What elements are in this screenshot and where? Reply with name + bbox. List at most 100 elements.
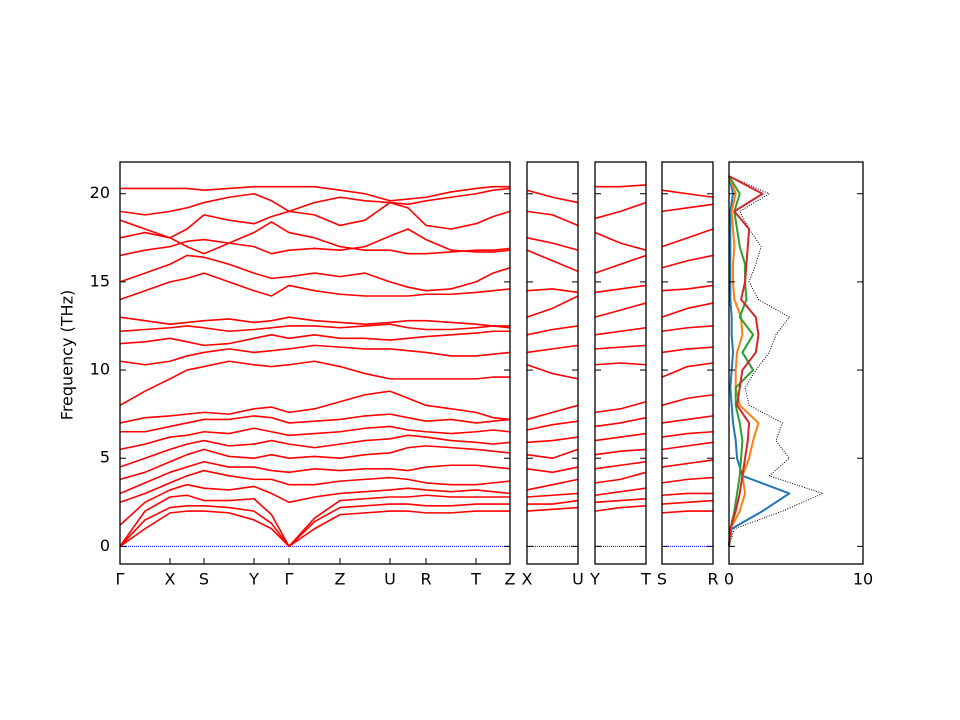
plot-frame	[728, 161, 864, 565]
x-tick-label: R	[420, 570, 431, 589]
band-line	[594, 497, 647, 504]
dos-line	[728, 175, 764, 547]
band-line	[594, 416, 647, 428]
band-line	[526, 237, 579, 251]
band-line	[526, 295, 579, 318]
band-line	[594, 326, 647, 336]
x-tick-label: Z	[335, 570, 346, 589]
plot-frame	[594, 161, 647, 565]
band-line	[119, 221, 511, 255]
band-line	[661, 492, 713, 497]
band-line	[661, 393, 714, 407]
band-line	[661, 510, 713, 514]
x-tick-label: X	[522, 570, 533, 589]
x-tick-label: R	[707, 570, 718, 589]
band-line	[119, 494, 510, 548]
band-line	[661, 254, 714, 269]
dos-line	[728, 175, 760, 547]
band-line	[119, 503, 510, 548]
band-line	[119, 460, 511, 495]
band-line	[119, 344, 511, 366]
band-line	[526, 404, 579, 421]
x-tick-label: X	[165, 570, 176, 589]
band-line	[526, 448, 579, 460]
band-line	[594, 344, 647, 350]
y-tick-label: 20	[90, 183, 110, 202]
dos-line	[728, 175, 824, 547]
band-line	[594, 254, 647, 274]
band-line	[119, 272, 511, 301]
band-line	[661, 476, 714, 484]
band-line	[661, 430, 714, 438]
band-line	[661, 284, 714, 292]
band-line	[661, 189, 714, 199]
x-tick-label: T	[640, 570, 651, 589]
band-line	[119, 434, 511, 468]
x-tick-label: 0	[724, 570, 734, 589]
band-line	[594, 505, 647, 512]
x-tick-label: Y	[248, 570, 259, 589]
band-line	[119, 425, 511, 451]
band-line	[526, 288, 579, 294]
band-line	[119, 201, 511, 239]
band-line	[527, 499, 579, 505]
band-line	[526, 210, 579, 227]
dos-line	[728, 175, 755, 547]
band-line	[526, 506, 579, 512]
y-tick-label: 10	[90, 360, 110, 379]
band-line	[595, 184, 647, 188]
band-line	[594, 487, 647, 497]
x-tick-label: Y	[589, 570, 600, 589]
band-line	[594, 401, 647, 414]
band-line	[594, 460, 647, 470]
band-line	[661, 302, 714, 318]
band-line	[661, 459, 714, 468]
band-line	[119, 187, 511, 216]
x-tick-label: S	[657, 570, 667, 589]
band-line	[526, 492, 579, 498]
plot-frame	[661, 161, 714, 565]
x-tick-label: 10	[853, 570, 873, 589]
band-line	[120, 413, 511, 433]
y-tick-label: 5	[100, 448, 110, 467]
band-line	[119, 228, 511, 257]
plot-frame	[526, 161, 579, 565]
x-tick-label: U	[572, 570, 584, 589]
band-line	[594, 362, 647, 366]
band-line	[594, 231, 647, 251]
band-line	[119, 330, 510, 347]
band-line	[526, 478, 579, 491]
y-tick-label: 0	[100, 536, 110, 555]
x-tick-label: Γ	[285, 570, 294, 589]
band-line	[594, 448, 647, 456]
band-line	[594, 432, 647, 442]
band-line	[119, 483, 511, 526]
band-line	[661, 325, 714, 333]
band-line	[526, 344, 579, 354]
band-line	[119, 360, 510, 407]
band-line	[661, 362, 714, 378]
band-line	[594, 302, 647, 318]
x-tick-label: U	[384, 570, 396, 589]
y-axis-label: Frequency (THz)	[58, 290, 77, 420]
band-line	[120, 185, 510, 202]
band-line	[526, 420, 579, 431]
band-line	[119, 316, 510, 327]
band-line	[594, 471, 647, 484]
band-line	[119, 445, 511, 481]
band-line	[526, 466, 579, 474]
band-line	[594, 284, 647, 294]
band-line	[661, 203, 714, 213]
x-tick-label: Γ	[116, 570, 125, 589]
band-line	[661, 228, 714, 248]
plot-frame	[119, 161, 511, 565]
band-line	[119, 254, 511, 292]
band-line	[119, 323, 511, 333]
band-line	[119, 469, 511, 504]
band-line	[119, 510, 510, 548]
band-line	[661, 499, 714, 505]
x-tick-label: S	[199, 570, 209, 589]
band-line	[526, 436, 579, 444]
band-line	[119, 390, 511, 424]
